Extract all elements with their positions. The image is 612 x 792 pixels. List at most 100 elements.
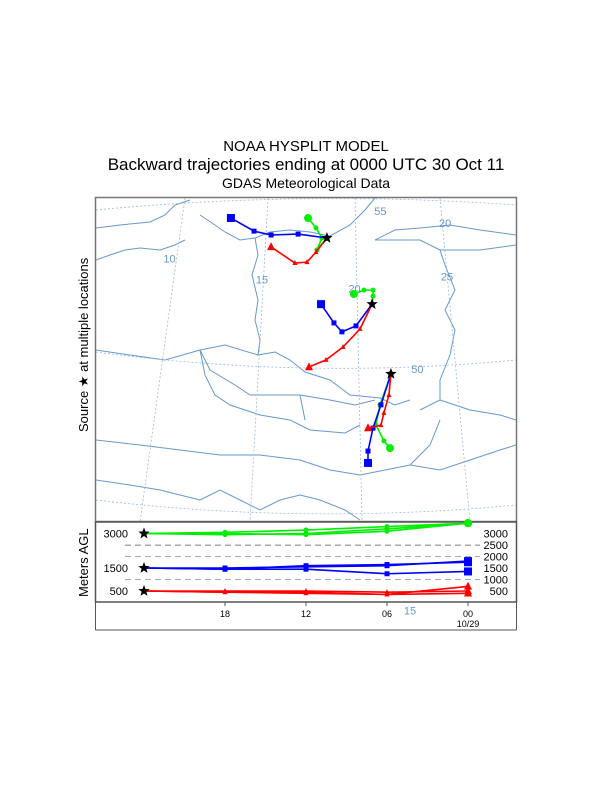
figure-title: NOAA HYSPLIT MODEL: [223, 138, 389, 155]
lat-lon-grid: [96, 198, 516, 522]
height-profile-marker: [222, 566, 228, 572]
trajectory-marker-500m: [323, 356, 329, 362]
trajectory-marker-1500m: [295, 231, 301, 237]
height-right-label: 1000: [484, 575, 508, 587]
grid-label: 15: [256, 275, 268, 287]
border-ukraine-romania: [409, 399, 516, 471]
trajectory-marker-1500m: [331, 320, 337, 326]
trajectory-marker-1500m: [365, 448, 371, 454]
height-profile-marker: [464, 557, 472, 566]
trajectory-marker-500m: [304, 259, 310, 265]
trajectory-marker-3000m: [370, 287, 376, 293]
trajectory-marker-500m: [267, 242, 276, 251]
trajectory-marker-1500m: [378, 402, 384, 408]
height-profile-marker: [384, 524, 390, 530]
meters-agl-label: Meters AGL: [76, 528, 91, 597]
source-star-icon: [385, 367, 397, 379]
height-left-label: 500: [110, 586, 128, 598]
height-left-label: 3000: [104, 529, 128, 541]
trajectory-marker-3000m: [313, 225, 319, 231]
trajectory-marker-3000m: [381, 438, 387, 444]
grid-label: 55: [374, 206, 386, 218]
grid-label: 25: [441, 272, 453, 284]
grid-label: 20: [439, 218, 451, 230]
trajectory-line-500m: [308, 303, 373, 368]
height-profile-marker: [464, 588, 472, 597]
border-austria-hungary: [96, 419, 441, 476]
border-czech-slovak: [199, 349, 376, 421]
trajectory-marker-1500m: [268, 232, 274, 238]
height-right-label: 500: [490, 586, 508, 598]
trajectory-marker-1500m: [339, 329, 345, 335]
met-data-label: GDAS Meteorological Data: [221, 175, 391, 191]
height-right-label: 1500: [484, 563, 508, 575]
meridian-20: [354, 198, 363, 522]
coastline-north-sea: [96, 239, 186, 261]
height-profile-marker: [384, 528, 390, 534]
height-right-label: 2500: [484, 540, 508, 552]
trajectory-marker-500m: [357, 325, 363, 331]
parallel-55: [96, 198, 516, 211]
height-profile-marker: [303, 532, 309, 538]
time-tick-label: 18: [220, 609, 230, 619]
height-right-label: 3000: [484, 529, 508, 541]
trajectories: [226, 214, 397, 467]
source-star-icon: [138, 527, 150, 539]
height-right-label: 2000: [484, 552, 508, 564]
parallel-50: [96, 351, 516, 369]
trajectory-marker-1500m: [317, 300, 326, 309]
grid-label: 50: [411, 364, 423, 376]
trajectory-marker-500m: [304, 362, 313, 371]
trajectory-marker-500m: [340, 344, 346, 350]
trajectory-marker-1500m: [370, 425, 376, 431]
trajectory-marker-500m: [313, 248, 319, 254]
height-profile-marker: [464, 519, 472, 528]
trajectory-marker-500m: [386, 392, 392, 398]
height-profile-marker: [464, 567, 472, 576]
figure-subtitle: Backward trajectories ending at 0000 UTC…: [107, 155, 505, 174]
trajectory-line-1500m: [320, 303, 373, 333]
coastline-baltic: [96, 198, 376, 241]
height-profile-marker: [222, 589, 228, 595]
trajectory-marker-3000m: [304, 214, 313, 223]
grid-label: 15: [404, 605, 416, 617]
grid-label: 10: [163, 254, 175, 266]
parallel-45: [96, 499, 516, 515]
trajectory-marker-500m: [381, 409, 387, 415]
meridian-10: [139, 198, 186, 522]
height-profile-marker: [384, 571, 390, 577]
trajectory-marker-500m: [292, 260, 298, 266]
time-tick-label: 12: [301, 609, 311, 619]
height-profile-marker: [303, 566, 309, 572]
trajectory-marker-3000m: [361, 287, 367, 293]
height-profile-marker: [303, 527, 309, 533]
height-left-label: 1500: [104, 563, 128, 575]
time-tick-label: 06: [382, 609, 392, 619]
trajectory-marker-3000m: [370, 293, 376, 299]
height-profile-marker: [384, 563, 390, 569]
height-profile-marker: [303, 590, 309, 596]
trajectory-marker-1500m: [226, 214, 235, 223]
date-label: 10/29: [457, 619, 480, 629]
height-profile-marker: [384, 591, 390, 597]
trajectory-marker-500m: [364, 423, 373, 432]
border-germany-south: [96, 344, 361, 434]
source-star-icon: [138, 585, 150, 596]
trajectory-marker-1500m: [251, 228, 257, 234]
trajectory-marker-500m: [378, 422, 384, 428]
border-baltics: [374, 224, 516, 251]
meridian-25: [439, 198, 471, 522]
trajectory-line-1500m: [230, 217, 328, 239]
trajectory-marker-1500m: [353, 323, 359, 329]
map-geography: [96, 198, 516, 521]
trajectory-marker-3000m: [349, 290, 358, 299]
source-star-icon: [138, 562, 150, 573]
border-poland-west: [251, 237, 411, 406]
meridian-15: [249, 198, 269, 522]
height-profile-marker: [464, 581, 472, 590]
time-tick-label: 00: [463, 609, 473, 619]
